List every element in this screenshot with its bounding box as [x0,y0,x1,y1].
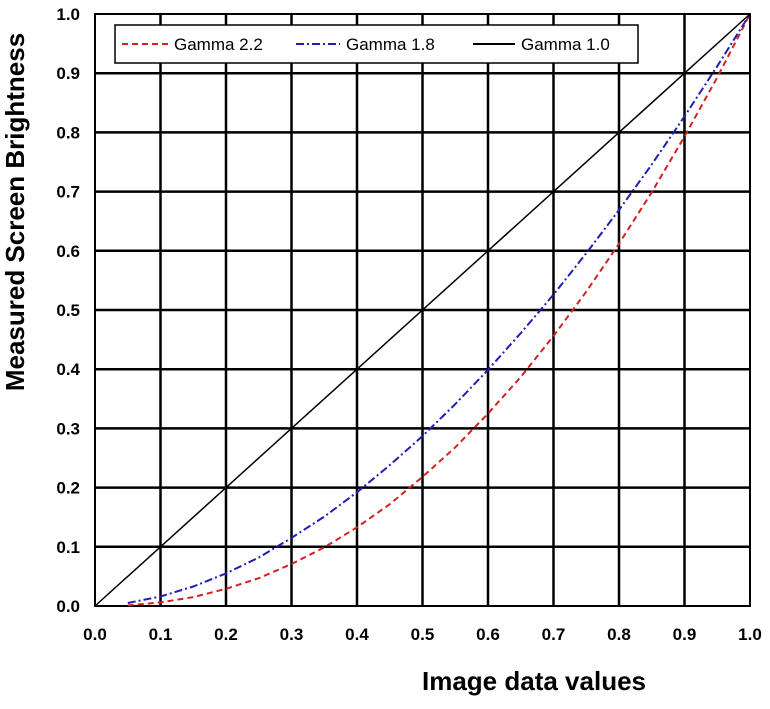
x-tick-label: 1.0 [738,625,762,644]
y-tick-label: 0.2 [56,479,80,498]
y-tick-label: 0.9 [56,64,80,83]
x-tick-label: 0.3 [280,625,304,644]
series-line-gamma-2-2 [127,13,751,607]
tick-labels: 0.0 0.1 0.2 0.3 0.4 0.5 0.6 0.7 0.8 0.9 1.0 0.0 0.1 0… [56,5,761,644]
y-tick-label: 0.6 [56,242,80,261]
x-tick-label: 0.6 [476,625,500,644]
y-tick-label: 0.7 [56,183,80,202]
legend-box [114,24,639,64]
x-tick-label: 0.9 [673,625,697,644]
y-tick-label: 0.1 [56,538,80,557]
x-tick-label: 0.8 [607,625,631,644]
legend-label-gamma-1-8: Gamma 1.8 [346,35,435,54]
legend: Gamma 2.2 Gamma 1.8 Gamma 1.0 [114,24,639,64]
x-tick-label: 0.7 [542,625,566,644]
series-line-gamma-1-0 [94,13,751,607]
series-lines [94,13,751,607]
y-tick-label: 0.4 [56,360,80,379]
y-tick-label: 0.3 [56,419,80,438]
x-tick-label: 0.2 [214,625,238,644]
y-tick-label: 0.0 [56,597,80,616]
x-tick-label: 0.5 [411,625,435,644]
y-tick-label: 0.5 [56,301,80,320]
y-axis-title: Measured Screen Brightness [0,33,30,391]
x-tick-label: 0.0 [83,625,107,644]
x-tick-label: 0.4 [345,625,369,644]
y-tick-label: 0.8 [56,123,80,142]
legend-label-gamma-2-2: Gamma 2.2 [174,35,263,54]
x-axis-title: Image data values [422,666,646,696]
series-line-gamma-1-8 [127,13,751,604]
y-tick-label: 1.0 [56,5,80,24]
x-tick-label: 0.1 [149,625,173,644]
legend-label-gamma-1-0: Gamma 1.0 [521,35,610,54]
plot-frame [94,13,751,607]
